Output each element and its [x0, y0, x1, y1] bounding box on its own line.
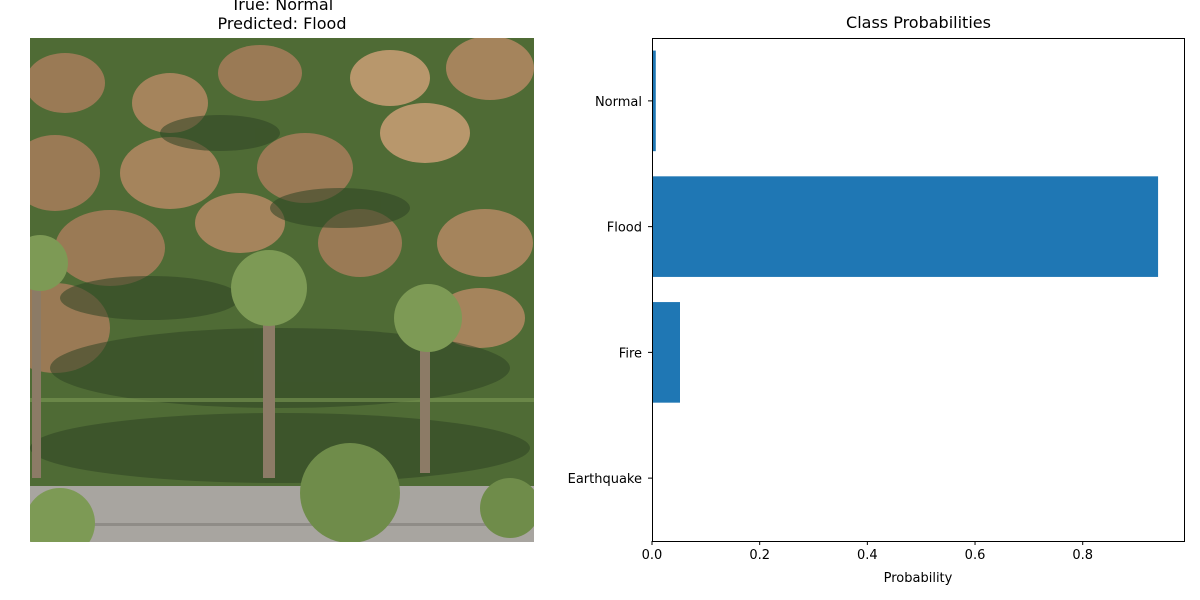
chart-title: Class Probabilities: [846, 13, 991, 32]
fence: [30, 398, 534, 402]
bar-fire: [652, 302, 680, 403]
palm-trees: [30, 235, 534, 542]
x-tick-label: 0.2: [749, 548, 770, 563]
y-tick-label: Fire: [619, 346, 642, 361]
x-axis-label: Probability: [884, 571, 953, 586]
path: [30, 486, 534, 542]
aerial-photo: [30, 38, 534, 542]
bar-normal: [652, 50, 656, 152]
image-title-true: True: Normal: [230, 0, 334, 14]
image-title-predicted: Predicted: Flood: [217, 14, 347, 33]
plot-frame: [652, 38, 1185, 542]
y-tick-label: Flood: [607, 221, 642, 236]
bar-flood: [652, 176, 1159, 277]
x-ticks-group: 0.0 0.2 0.4 0.6 0.8: [642, 541, 1093, 563]
x-tick-label: 0.6: [965, 548, 986, 563]
bars-group: [652, 50, 1159, 403]
x-tick-label: 0.8: [1072, 548, 1093, 563]
y-ticks-group: Earthquake Fire Flood Normal: [568, 95, 652, 487]
x-tick-label: 0.4: [857, 548, 878, 563]
y-tick-label: Earthquake: [568, 472, 642, 487]
x-tick-label: 0.0: [642, 548, 663, 563]
y-tick-label: Normal: [595, 95, 642, 110]
shadows: [30, 115, 530, 483]
